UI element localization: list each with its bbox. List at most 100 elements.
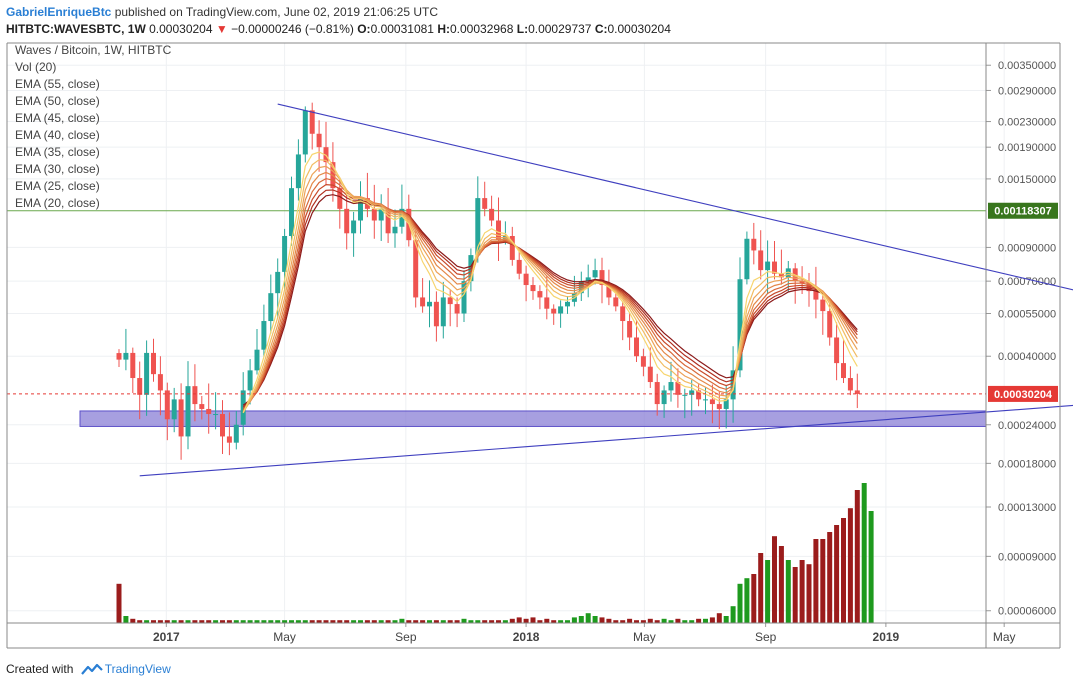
footer-brand[interactable]: TradingView — [104, 662, 171, 676]
ema-45-line[interactable] — [242, 183, 858, 409]
candle-body[interactable] — [716, 404, 722, 409]
candle-body[interactable] — [130, 352, 136, 379]
candle-body[interactable] — [496, 220, 501, 241]
candle-body[interactable] — [758, 250, 764, 271]
candle-body[interactable] — [772, 261, 777, 274]
candle-body[interactable] — [247, 370, 253, 391]
candle-body[interactable] — [489, 208, 495, 221]
candle-body[interactable] — [275, 271, 281, 294]
candle-body[interactable] — [337, 188, 343, 209]
candle-body[interactable] — [682, 394, 688, 396]
candle-body[interactable] — [178, 399, 184, 437]
candle-body[interactable] — [206, 408, 212, 415]
candle-body[interactable] — [399, 208, 405, 227]
candle-body[interactable] — [613, 297, 619, 307]
candle-body[interactable] — [226, 436, 232, 443]
legend-ema-40[interactable]: EMA (40, close) — [15, 128, 100, 142]
candle-body[interactable] — [261, 321, 267, 350]
legend-ema-30[interactable]: EMA (30, close) — [15, 162, 100, 176]
candle-body[interactable] — [585, 277, 591, 282]
candle-body[interactable] — [530, 285, 536, 292]
legend-volume[interactable]: Vol (20) — [15, 60, 57, 74]
ema-55-line[interactable] — [242, 194, 858, 406]
candle-body[interactable] — [385, 208, 391, 234]
candle-body[interactable] — [847, 378, 853, 391]
candle-body[interactable] — [344, 208, 350, 234]
candle-body[interactable] — [358, 198, 363, 221]
candle-body[interactable] — [516, 259, 522, 274]
candle-body[interactable] — [661, 390, 667, 405]
candle-body[interactable] — [778, 273, 784, 278]
candle-body[interactable] — [599, 270, 605, 286]
candle-body[interactable] — [744, 238, 750, 280]
candle-body[interactable] — [620, 306, 626, 322]
candle-body[interactable] — [703, 399, 708, 401]
candle-body[interactable] — [475, 198, 481, 256]
candle-body[interactable] — [282, 236, 288, 272]
candle-body[interactable] — [523, 273, 529, 286]
candle-body[interactable] — [751, 238, 757, 251]
candle-body[interactable] — [268, 293, 274, 322]
candle-body[interactable] — [654, 382, 660, 405]
candle-body[interactable] — [213, 414, 219, 416]
candle-body[interactable] — [199, 404, 205, 409]
candle-body[interactable] — [157, 374, 163, 391]
candle-body[interactable] — [420, 297, 426, 307]
legend-ema-35[interactable]: EMA (35, close) — [15, 145, 100, 159]
candle-body[interactable] — [233, 424, 239, 443]
candle-body[interactable] — [544, 297, 550, 309]
candle-body[interactable] — [378, 208, 384, 221]
ema-20-line[interactable] — [242, 151, 858, 413]
candle-body[interactable] — [433, 301, 439, 327]
candle-body[interactable] — [482, 198, 488, 209]
author-name[interactable]: GabrielEnriqueBtc — [6, 5, 112, 19]
candle-body[interactable] — [592, 270, 598, 278]
candle-body[interactable] — [316, 133, 322, 148]
candle-body[interactable] — [413, 240, 419, 298]
legend-ema-50[interactable]: EMA (50, close) — [15, 94, 100, 108]
legend-ema-55[interactable]: EMA (55, close) — [15, 77, 100, 91]
ema-25-line[interactable] — [242, 159, 858, 414]
candle-body[interactable] — [351, 220, 357, 234]
candle-body[interactable] — [392, 226, 398, 234]
candle-body[interactable] — [254, 349, 260, 371]
candle-body[interactable] — [185, 386, 191, 437]
candle-body[interactable] — [164, 390, 170, 420]
trendline-lower[interactable] — [139, 399, 1073, 477]
candle-body[interactable] — [220, 414, 225, 437]
candle-body[interactable] — [709, 399, 715, 405]
candle-body[interactable] — [723, 399, 729, 409]
legend-ema-45[interactable]: EMA (45, close) — [15, 111, 100, 125]
candle-body[interactable] — [627, 321, 633, 338]
candle-body[interactable] — [295, 154, 301, 189]
candle-body[interactable] — [289, 188, 294, 237]
candle-body[interactable] — [785, 268, 791, 278]
candle-body[interactable] — [640, 356, 646, 367]
candle-body[interactable] — [309, 110, 315, 134]
candle-body[interactable] — [634, 337, 639, 357]
candle-body[interactable] — [509, 236, 515, 260]
legend-ema-20[interactable]: EMA (20, close) — [15, 196, 100, 210]
candle-body[interactable] — [558, 306, 564, 314]
candle-body[interactable] — [827, 311, 833, 338]
candle-body[interactable] — [371, 208, 377, 221]
candle-body[interactable] — [820, 299, 826, 312]
candle-body[interactable] — [675, 382, 681, 395]
candle-body[interactable] — [696, 390, 702, 400]
candle-body[interactable] — [427, 301, 432, 307]
candle-body[interactable] — [123, 352, 129, 360]
candle-body[interactable] — [854, 390, 860, 394]
candle-body[interactable] — [537, 291, 543, 298]
candle-body[interactable] — [689, 390, 695, 395]
candle-body[interactable] — [447, 297, 453, 305]
candle-body[interactable] — [841, 363, 846, 379]
candle-body[interactable] — [737, 279, 743, 371]
candle-body[interactable] — [454, 304, 460, 314]
candle-body[interactable] — [565, 301, 570, 307]
candle-body[interactable] — [806, 283, 812, 292]
candle-body[interactable] — [551, 308, 557, 314]
candle-body[interactable] — [440, 297, 446, 327]
candle-body[interactable] — [765, 261, 771, 271]
trendline-upper[interactable] — [277, 103, 1073, 309]
